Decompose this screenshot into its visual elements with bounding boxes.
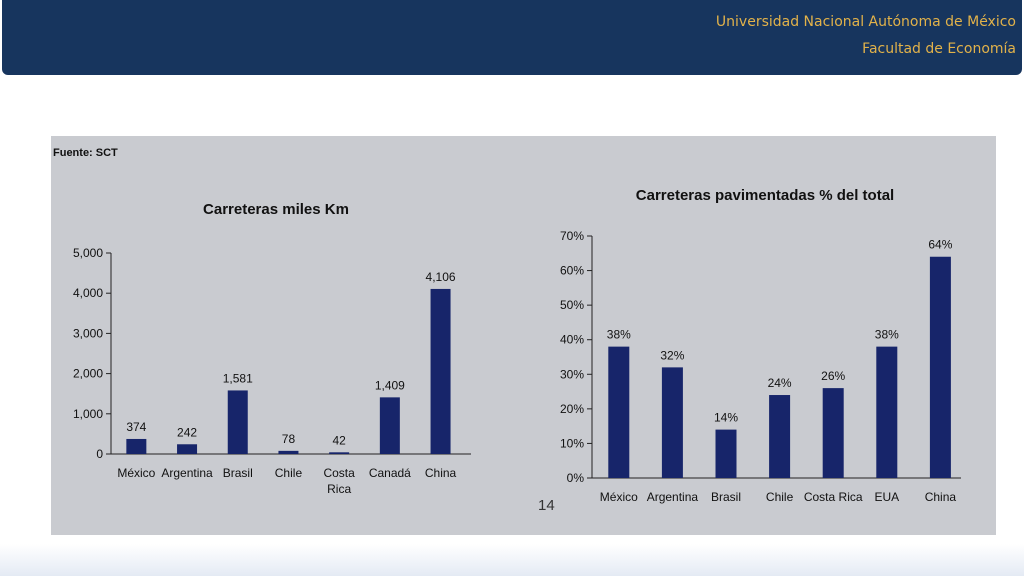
chart-2-data-label: 64% bbox=[928, 238, 952, 252]
chart-1-category-label: Brasil bbox=[223, 466, 253, 480]
chart-2-category-label: Chile bbox=[766, 490, 794, 504]
chart-1-category-label: Argentina bbox=[161, 466, 213, 480]
chart-1-category-label: Rica bbox=[327, 482, 351, 496]
chart-2-category-label: Costa Rica bbox=[804, 490, 863, 504]
header-banner: Universidad Nacional Autónoma de México … bbox=[2, 0, 1022, 75]
chart-1-category-label: China bbox=[425, 466, 457, 480]
chart-1-data-label: 374 bbox=[126, 420, 146, 434]
chart-1-category-label: México bbox=[117, 466, 155, 480]
chart-1-bar bbox=[227, 390, 248, 454]
chart-2-y-tick-label: 40% bbox=[560, 333, 584, 347]
chart-1-data-label: 4,106 bbox=[426, 270, 456, 284]
chart-2-data-label: 14% bbox=[714, 411, 738, 425]
chart-2-category-label: China bbox=[925, 490, 957, 504]
chart-1-category-label: Canadá bbox=[369, 466, 411, 480]
chart-2-data-label: 38% bbox=[607, 328, 631, 342]
chart-2-data-label: 32% bbox=[660, 348, 684, 362]
chart-2-bar bbox=[929, 256, 951, 478]
chart-1-y-tick-label: 0 bbox=[96, 447, 103, 461]
chart-1-y-tick-label: 5,000 bbox=[73, 246, 103, 260]
footer-band bbox=[0, 544, 1024, 576]
chart-2-data-label: 26% bbox=[821, 369, 845, 383]
chart-1-bar bbox=[126, 438, 147, 454]
chart-2-category-label: EUA bbox=[874, 490, 899, 504]
chart-1-data-label: 1,409 bbox=[375, 378, 405, 392]
chart-1-bar bbox=[379, 397, 400, 454]
chart-2-y-tick-label: 70% bbox=[560, 229, 584, 243]
page-number: 14 bbox=[538, 497, 555, 514]
chart-2-bar bbox=[769, 395, 791, 478]
chart-2-category-label: Argentina bbox=[647, 490, 699, 504]
chart-1-y-tick-label: 3,000 bbox=[73, 326, 103, 340]
chart-2-bar bbox=[822, 388, 844, 478]
chart-1-y-tick-label: 2,000 bbox=[73, 367, 103, 381]
chart-2-data-label: 38% bbox=[875, 328, 899, 342]
chart-1-y-tick-label: 1,000 bbox=[73, 407, 103, 421]
charts-svg: Fuente: SCT 14 Carreteras miles Km 0 1,000… bbox=[53, 147, 961, 514]
chart-2-bar bbox=[661, 367, 683, 478]
chart-2-y-tick-label: 20% bbox=[560, 402, 584, 416]
chart-1-bar bbox=[430, 288, 451, 454]
chart-2-y-tick-label: 0% bbox=[567, 471, 585, 485]
chart-1-bar bbox=[278, 450, 299, 454]
chart-2-bar bbox=[715, 429, 737, 478]
chart-2-bar bbox=[608, 346, 630, 478]
chart-1-bar bbox=[329, 452, 350, 454]
chart-2-category-label: México bbox=[600, 490, 638, 504]
faculty-name: Facultad de Economía bbox=[862, 41, 1016, 57]
chart-1-title: Carreteras miles Km bbox=[203, 201, 349, 218]
chart-1-category-label: Costa bbox=[323, 466, 355, 480]
chart-1-bar bbox=[177, 444, 198, 454]
chart-2-data-label: 24% bbox=[768, 376, 792, 390]
chart-1-data-label: 242 bbox=[177, 425, 197, 439]
institution-name: Universidad Nacional Autónoma de México bbox=[715, 14, 1016, 30]
chart-1-data-label: 1,581 bbox=[223, 371, 253, 385]
source-note: Fuente: SCT bbox=[53, 147, 118, 159]
figure-panel: Fuente: SCT 14 Carreteras miles Km 0 1,000… bbox=[51, 136, 996, 535]
chart-1-y-tick-label: 4,000 bbox=[73, 286, 103, 300]
chart-2-y-tick-label: 60% bbox=[560, 264, 584, 278]
chart-2-title: Carreteras pavimentadas % del total bbox=[636, 187, 894, 204]
chart-2-bar bbox=[876, 346, 898, 478]
chart-1-data-label: 78 bbox=[282, 432, 296, 446]
chart-2-y-tick-label: 30% bbox=[560, 367, 584, 381]
chart-2-category-label: Brasil bbox=[711, 490, 741, 504]
chart-2-y-tick-label: 50% bbox=[560, 298, 584, 312]
chart-2-y-tick-label: 10% bbox=[560, 436, 584, 450]
chart-1-data-label: 42 bbox=[332, 433, 346, 447]
chart-1-category-label: Chile bbox=[275, 466, 303, 480]
